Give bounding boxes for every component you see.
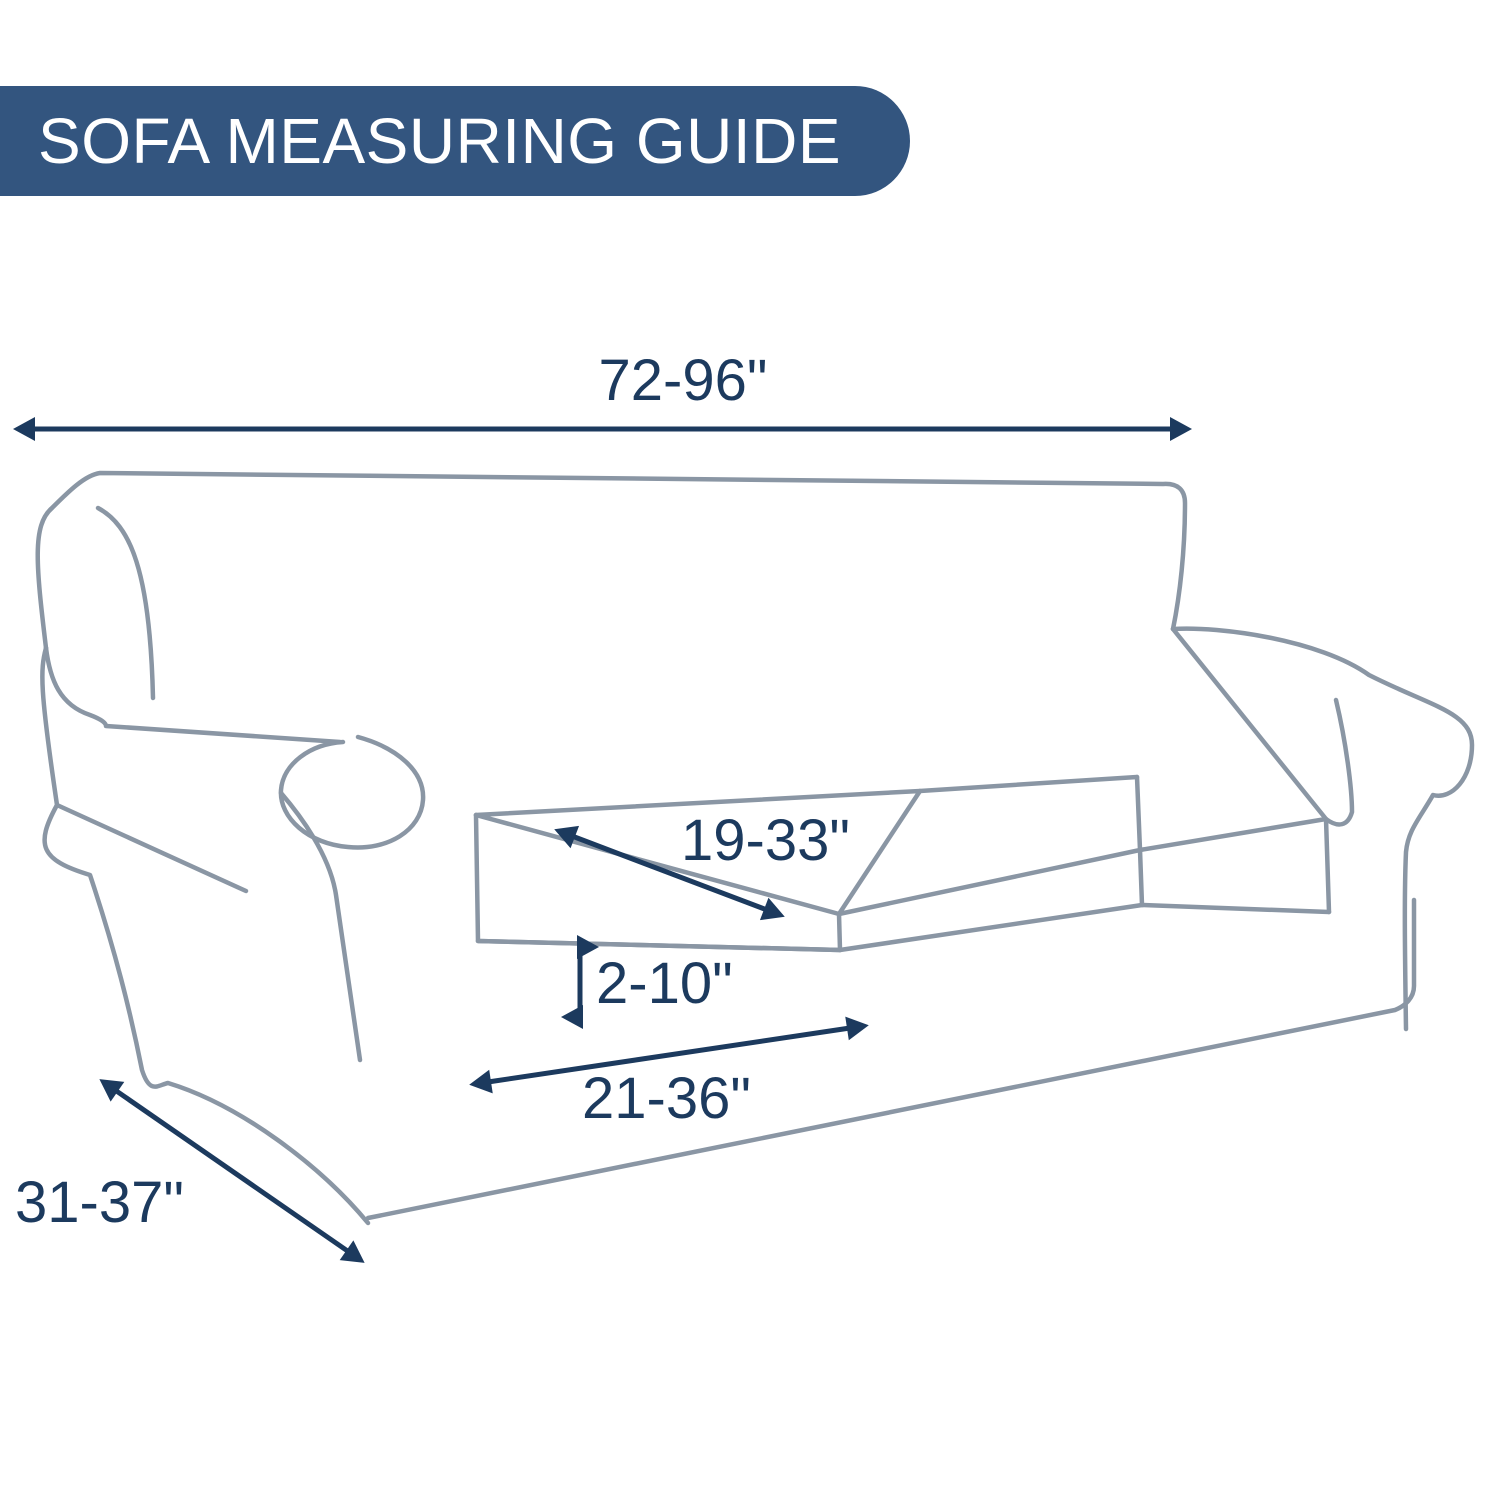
svg-text:19-33": 19-33" <box>681 808 850 873</box>
svg-text:72-96": 72-96" <box>599 348 768 413</box>
svg-text:21-36": 21-36" <box>582 1066 751 1131</box>
svg-text:31-37": 31-37" <box>15 1170 184 1235</box>
svg-text:2-10": 2-10" <box>596 951 733 1016</box>
